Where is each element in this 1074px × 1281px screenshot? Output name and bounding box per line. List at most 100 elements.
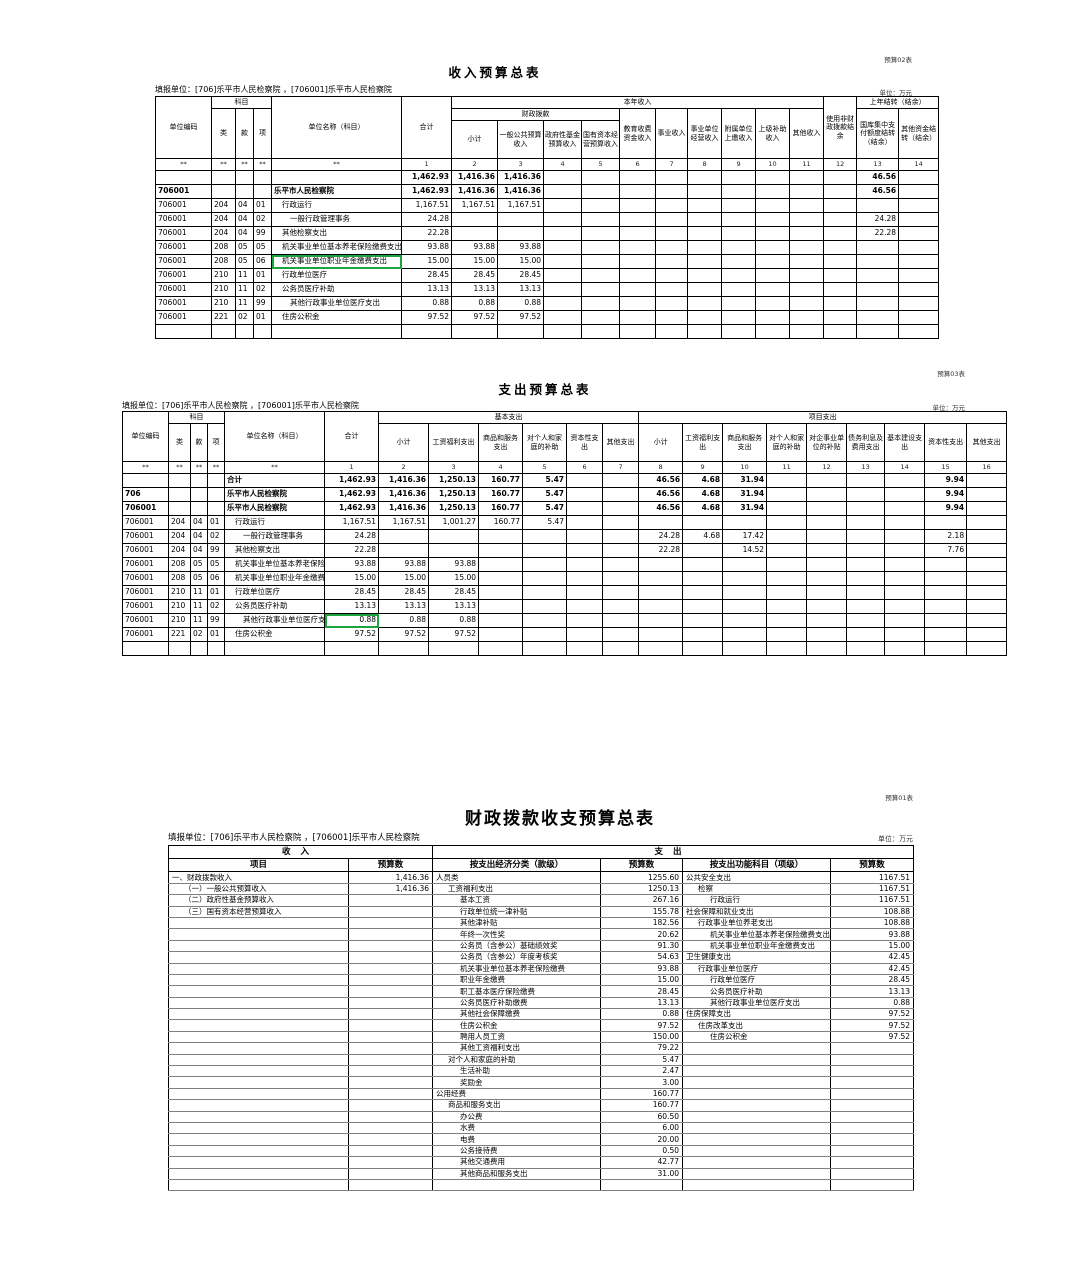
column-code-cell: ** <box>190 461 208 474</box>
value-cell: 1,416.36 <box>497 184 545 199</box>
value-cell <box>543 170 583 185</box>
code-cell: 204 <box>211 198 236 213</box>
value-cell <box>924 571 968 586</box>
item-name-cell <box>168 1076 349 1089</box>
item-name-cell <box>682 1110 832 1123</box>
value-cell: 1250.13 <box>600 882 684 896</box>
table2-unit-label: 单位：万元 <box>932 404 966 412</box>
value-cell <box>755 254 791 269</box>
value-cell <box>687 310 723 325</box>
code-cell: 05 <box>190 557 208 572</box>
value-cell <box>766 641 808 656</box>
item-name-cell: 行政运行 <box>224 515 326 530</box>
code-cell: 99 <box>206 613 226 628</box>
value-cell: 97.52 <box>830 1008 915 1021</box>
col-proj-goods: 商品和服务支出 <box>722 423 768 462</box>
value-cell <box>806 627 848 642</box>
item-name-cell: 住房改革支出 <box>682 1019 832 1032</box>
code-cell: 706001 <box>122 585 169 600</box>
column-code-cell: 4 <box>478 461 524 474</box>
value-cell: 24.28 <box>638 529 684 544</box>
value-cell <box>638 571 684 586</box>
value-cell <box>823 184 858 199</box>
value-cell <box>347 1144 434 1158</box>
value-cell <box>898 240 940 255</box>
code-cell <box>206 473 226 488</box>
table-row: 706001 204 04 02 一般行政管理事务 24.28 24.28 <box>155 212 940 227</box>
value-cell <box>619 198 657 213</box>
table-row: 住房公积金 97.52 住房改革支出 97.52 <box>168 1019 915 1032</box>
code-cell: 706001 <box>155 310 212 325</box>
value-cell <box>898 212 940 227</box>
value-cell <box>655 198 689 213</box>
code-cell: 210 <box>168 585 191 600</box>
code-cell: 04 <box>190 515 208 530</box>
code-cell: 01 <box>252 198 273 213</box>
code-cell: 706001 <box>155 268 212 283</box>
value-cell <box>655 240 689 255</box>
column-code-cell: 6 <box>619 158 657 171</box>
value-cell <box>789 240 825 255</box>
item-name-cell <box>168 996 349 1010</box>
table-row: 生活补助 2.47 <box>168 1064 915 1078</box>
value-cell <box>347 1121 434 1135</box>
value-cell <box>566 487 604 502</box>
col-general-public-budget: 一般公共预算收入 <box>497 120 545 159</box>
value-cell <box>347 928 434 941</box>
value-cell <box>347 916 434 930</box>
table-row: 706001 210 11 02 公务员医疗补助 13.13 13.13 13.13 <box>155 282 940 297</box>
code-cell: 706001 <box>122 515 169 530</box>
value-cell <box>347 973 434 987</box>
value-cell <box>884 571 926 586</box>
value-cell <box>766 585 808 600</box>
item-name-cell <box>271 324 403 339</box>
value-cell: 42.77 <box>600 1156 684 1169</box>
item-name-cell: （一）一般公共预算收入 <box>168 882 349 896</box>
table-row: 7060012080505机关事业单位基本养老保险缴费支出93.8893.889… <box>122 557 1008 572</box>
code-cell: 99 <box>206 543 226 558</box>
value-cell: 20.62 <box>600 928 684 941</box>
value-cell <box>755 212 791 227</box>
code-cell <box>235 184 254 199</box>
value-cell <box>789 184 825 199</box>
value-cell <box>655 212 689 227</box>
value-cell <box>884 487 926 502</box>
value-cell <box>522 543 568 558</box>
group-expense: 支出 <box>432 844 915 860</box>
group-income: 收入 <box>167 844 434 860</box>
item-name-cell: 办公费 <box>432 1110 602 1123</box>
value-cell <box>722 585 768 600</box>
value-cell: 31.94 <box>722 487 768 502</box>
code-cell: 208 <box>168 557 191 572</box>
expenditure-budget-table: 单位编码 科目 单位名称（科目） 合计 基本支出 项目支出 类 款 项 小计 工… <box>122 411 1008 656</box>
value-cell: 13.13 <box>497 282 545 297</box>
item-name-cell <box>682 1121 832 1135</box>
value-cell <box>966 543 1008 558</box>
item-name-cell <box>168 1042 349 1055</box>
value-cell <box>638 515 684 530</box>
value-cell <box>478 529 524 544</box>
value-cell: 4.68 <box>682 501 724 516</box>
value-cell <box>789 254 825 269</box>
value-cell: 13.13 <box>830 985 915 998</box>
value-cell <box>766 543 808 558</box>
column-code-cell: 7 <box>602 461 640 474</box>
column-code-cell: ** <box>168 461 191 474</box>
code-cell: 05 <box>190 571 208 586</box>
item-name-cell: 对个人和家庭的补助 <box>432 1053 602 1067</box>
value-cell: 0.88 <box>600 1008 684 1021</box>
value-cell <box>347 894 434 907</box>
value-cell: 93.88 <box>600 962 684 975</box>
table1-corner-label: 预算02表 <box>884 56 912 64</box>
value-cell <box>830 1053 915 1067</box>
value-cell <box>478 543 524 558</box>
value-cell: 160.77 <box>600 1087 684 1101</box>
table-row: 合计 1,462.93 1,416.36 1,250.13 160.77 5.47 46.5… <box>122 473 1008 488</box>
value-cell <box>655 170 689 185</box>
value-cell <box>856 268 900 283</box>
value-cell <box>806 557 848 572</box>
value-cell: 4.68 <box>682 487 724 502</box>
value-cell <box>497 212 545 227</box>
value-cell: 0.88 <box>830 996 915 1010</box>
